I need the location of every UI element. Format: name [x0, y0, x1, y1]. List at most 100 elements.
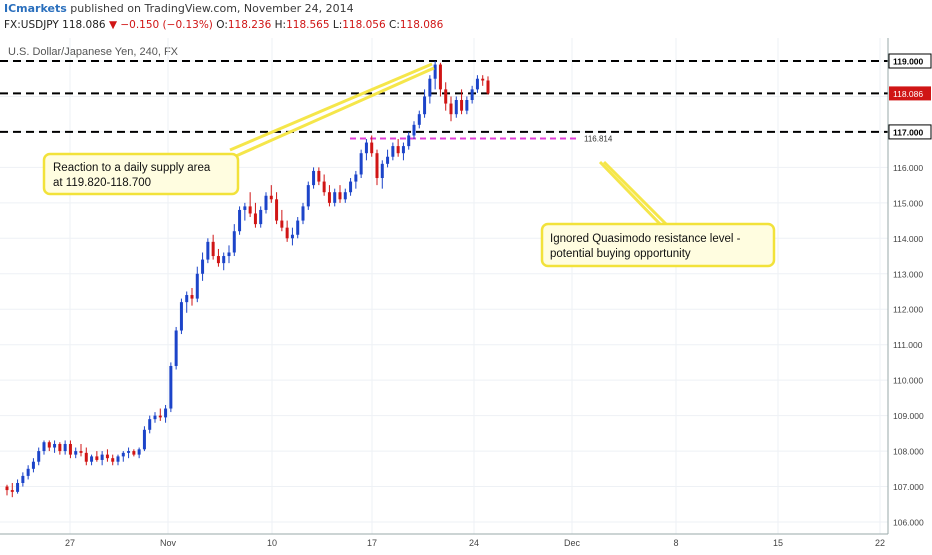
published-text: published on TradingView.com, November 2… [70, 2, 354, 15]
candle-body [470, 89, 474, 101]
candle-body [285, 227, 289, 239]
candle-body [444, 89, 448, 104]
candle-body [90, 456, 94, 462]
candle-body [248, 206, 252, 214]
price-label: 118.086 [893, 89, 923, 99]
level-label-box [888, 124, 932, 140]
candle-body [216, 256, 220, 264]
candle-body [21, 475, 25, 483]
candle-body [95, 456, 99, 460]
publish-header: ICmarkets published on TradingView.com, … [0, 0, 932, 18]
symbol-label[interactable]: FX:USDJPY [4, 19, 59, 31]
candle-body [232, 231, 236, 253]
last-price: 118.086 [62, 19, 106, 31]
candle-body [407, 135, 411, 147]
quote-bar: FX:USDJPY 118.086 ▼ −0.150 (−0.13%) O: 11… [4, 19, 443, 31]
high-label: H: [274, 19, 287, 31]
x-tick-label: 17 [367, 538, 377, 548]
candle-body [169, 365, 173, 409]
candle-body [301, 206, 305, 221]
x-tick-label: Dec [564, 538, 581, 548]
candle-body [280, 220, 284, 228]
brand-link[interactable]: ICmarkets [4, 2, 67, 15]
candle-body [227, 252, 231, 257]
candle-body [380, 163, 384, 179]
candle-body [121, 452, 125, 457]
candle-body [317, 170, 321, 182]
candle-body [269, 195, 273, 200]
candle-body [296, 220, 300, 235]
low-label: L: [332, 19, 343, 31]
y-tick-label: 108.000 [893, 447, 924, 457]
y-tick-label: 111.000 [893, 340, 923, 350]
candle-body [306, 185, 310, 207]
candle-body [153, 415, 157, 420]
price-change: −0.150 (−0.13%) [120, 19, 213, 31]
candle-body [105, 454, 109, 459]
candle-body [370, 142, 374, 154]
candle-body [84, 452, 88, 462]
price-chart[interactable]: U.S. Dollar/Japanese Yen, 240, FX 116.81… [0, 38, 932, 550]
candle-body [327, 192, 331, 203]
down-arrow-icon: ▼ [108, 19, 118, 31]
candle-body [238, 209, 242, 232]
candle-body [401, 146, 405, 154]
candle-body [423, 96, 427, 115]
candle-body [158, 415, 162, 418]
quasimodo-label: 116.814 [584, 135, 613, 144]
open-label: O: [216, 19, 228, 31]
y-tick-label: 115.000 [893, 198, 923, 208]
candle-body [264, 195, 268, 210]
candle-body [359, 153, 363, 175]
candle-body [338, 192, 342, 200]
candle-body [333, 192, 337, 203]
publish-info: ICmarkets published on TradingView.com, … [4, 2, 354, 15]
candle-body [349, 181, 353, 193]
candle-body [243, 206, 247, 210]
high-value: 118.565 [286, 19, 330, 31]
y-tick-label: 110.000 [893, 376, 923, 386]
x-tick-label: 8 [673, 538, 678, 548]
candle-body [391, 146, 395, 157]
candle-body [16, 482, 20, 492]
candle-body [201, 259, 205, 274]
candle-body [386, 156, 390, 164]
candle-body [63, 443, 67, 452]
supply-callout-box [42, 152, 240, 196]
chart-title: U.S. Dollar/Japanese Yen, 240, FX [8, 46, 179, 58]
candle-body [37, 451, 41, 462]
candle-body [148, 419, 152, 430]
candle-body [275, 199, 279, 221]
y-tick-label: 116.000 [893, 163, 923, 173]
axes: 106.000 107.000 108.000 109.000 110.000 111.0… [0, 38, 932, 548]
candle-body [438, 64, 442, 90]
candle-body [211, 241, 215, 257]
candle-body [354, 174, 358, 182]
candle-body [116, 456, 120, 462]
y-tick-label: 112.000 [893, 305, 923, 315]
horizontal-levels: 116.814 [0, 60, 888, 144]
candle-body [42, 442, 46, 452]
candle-body [179, 302, 183, 331]
level-label: 117.000 [893, 127, 924, 137]
candle-body [428, 78, 432, 97]
candle-body [68, 443, 72, 455]
candle-body [322, 181, 326, 193]
candle-body [396, 146, 400, 154]
candle-body [454, 100, 458, 115]
candle-body [47, 442, 51, 448]
candle-body [417, 114, 421, 125]
supply-callout-text: Reaction to a daily supply area [53, 162, 211, 174]
candles [5, 61, 490, 498]
candle-body [486, 80, 490, 94]
candle-body [343, 192, 347, 200]
candle-body [142, 429, 146, 450]
candle-body [164, 408, 168, 418]
x-tick-label: Nov [160, 538, 177, 548]
low-value: 118.056 [342, 19, 386, 31]
y-tick-label: 106.000 [893, 518, 924, 528]
candle-body [259, 209, 263, 225]
close-label: C: [389, 19, 400, 31]
candle-body [412, 124, 416, 136]
y-tick-label: 114.000 [893, 234, 923, 244]
